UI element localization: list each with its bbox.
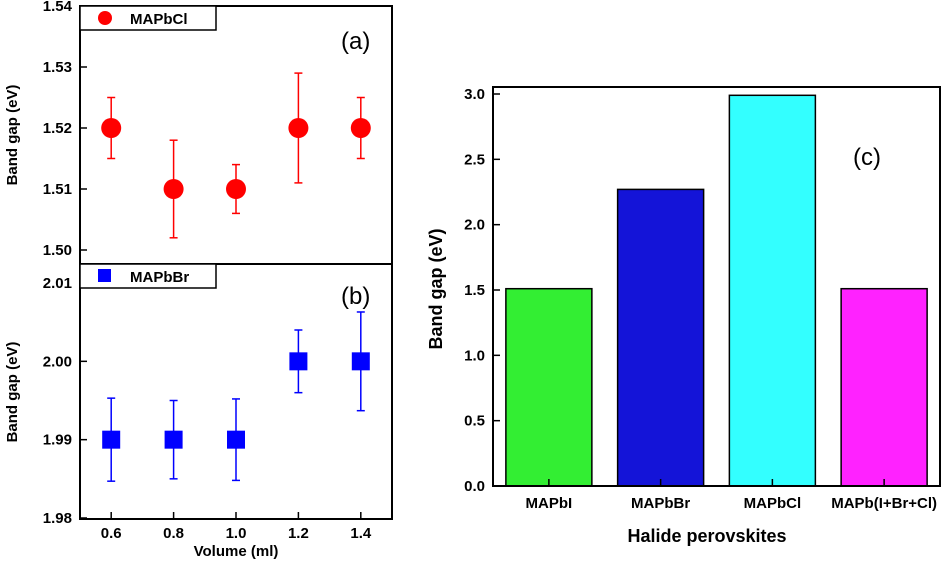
panel-b-legend-label: MAPbBr xyxy=(130,269,189,286)
panel-b-legend-marker xyxy=(98,269,111,282)
panel-a-point xyxy=(226,179,246,199)
panel-b-label: (b) xyxy=(341,283,370,310)
panel-a-legend: MAPbCl xyxy=(79,5,217,31)
panel-c-frame xyxy=(492,86,941,487)
panel-c-xtick-label: MAPbI xyxy=(526,495,573,512)
panel-c-ytick-label: 2.0 xyxy=(464,217,485,234)
panel-c-ytick-label: 1.5 xyxy=(464,282,485,299)
panel-c-bar xyxy=(728,94,817,487)
panel-c-xlabel: Halide perovskites xyxy=(627,526,786,546)
panel-a-point xyxy=(350,118,371,138)
panel-b-ytick-label: 2.00 xyxy=(43,353,72,370)
panel-c-xtick-label: MAPb(I+Br+Cl) xyxy=(831,495,937,512)
panel-b-chart: Band gap (eV) 1.98 1.99 2.00 2.01 0.6 0.8 1.0… xyxy=(4,263,393,560)
panel-c-ytick-label: 3.0 xyxy=(464,86,485,103)
panel-a-point xyxy=(163,179,184,199)
panel-b-ytick-label: 1.99 xyxy=(43,432,72,449)
panel-c-ytick-label: 0.0 xyxy=(464,478,485,495)
panel-c-xtick-label: MAPbCl xyxy=(744,495,802,512)
panel-c-bar xyxy=(840,287,928,487)
panel-a-ylabel: Band gap (eV) xyxy=(4,85,21,186)
panel-c-ytick-label: 1.0 xyxy=(464,347,485,364)
panel-c-bar xyxy=(616,188,705,487)
panel-b-xtick-label: 1.4 xyxy=(350,525,372,542)
panel-b-point xyxy=(289,352,308,371)
panel-a-ytick-label: 1.50 xyxy=(43,242,72,259)
panel-a-legend-label: MAPbCl xyxy=(130,11,188,28)
panel-a-point xyxy=(101,118,122,138)
panel-b-ylabel: Band gap (eV) xyxy=(4,342,21,443)
panel-a-point xyxy=(288,118,309,138)
panel-b-point xyxy=(351,352,370,371)
panel-c-xtick-label: MAPbBr xyxy=(631,495,690,512)
panel-a-label: (a) xyxy=(341,28,370,55)
panel-c-ylabel: Band gap (eV) xyxy=(426,228,446,349)
panel-b-xtick-label: 0.6 xyxy=(101,525,122,542)
panel-c-bar xyxy=(505,287,593,487)
panel-c-chart: Band gap (eV) 0.0 0.5 1.0 1.5 2.0 2.5 3.0 MAPb… xyxy=(426,86,941,546)
panel-a-chart: Band gap (eV) 1.50 1.51 1.52 1.53 1.54 MAPbC… xyxy=(4,0,393,265)
panel-b-xlabel: Volume (ml) xyxy=(194,543,279,560)
panel-c-ytick-label: 2.5 xyxy=(464,151,485,168)
panel-b-point xyxy=(102,430,121,449)
panel-b-ytick-label: 1.98 xyxy=(43,510,72,527)
panel-a-legend-marker xyxy=(98,11,112,25)
panel-c-ytick-label: 0.5 xyxy=(464,413,485,430)
panel-c-label: (c) xyxy=(853,144,881,171)
panel-b-frame xyxy=(79,263,393,520)
panel-a-ytick-label: 1.51 xyxy=(43,181,72,198)
panel-b-xtick-label: 0.8 xyxy=(163,525,184,542)
panel-b-point xyxy=(227,430,245,449)
panel-a-ytick-label: 1.52 xyxy=(43,120,72,137)
panel-a-ytick-label: 1.54 xyxy=(43,0,73,15)
panel-b-ytick-label: 2.01 xyxy=(43,275,72,292)
panel-b-legend: MAPbBr xyxy=(79,263,217,289)
panel-b-point xyxy=(164,430,183,449)
panel-b-xtick-label: 1.2 xyxy=(288,525,309,542)
panel-b-xtick-label: 1.0 xyxy=(226,525,247,542)
panel-a-ytick-label: 1.53 xyxy=(43,59,72,76)
